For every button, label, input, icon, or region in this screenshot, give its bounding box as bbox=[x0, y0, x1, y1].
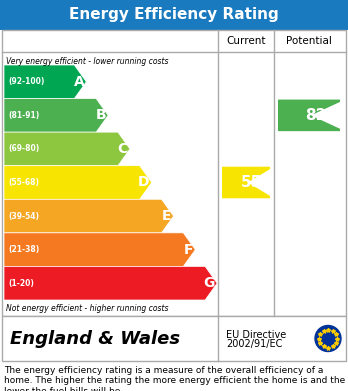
Polygon shape bbox=[4, 266, 217, 300]
Text: EU Directive: EU Directive bbox=[226, 330, 286, 339]
Text: Not energy efficient - higher running costs: Not energy efficient - higher running co… bbox=[6, 304, 168, 313]
Text: 2002/91/EC: 2002/91/EC bbox=[226, 339, 282, 350]
Text: (55-68): (55-68) bbox=[8, 178, 39, 187]
Text: (39-54): (39-54) bbox=[8, 212, 39, 221]
Bar bbox=[2, 316, 346, 361]
Polygon shape bbox=[4, 199, 174, 233]
Polygon shape bbox=[4, 65, 86, 99]
Text: 55: 55 bbox=[241, 175, 262, 190]
Bar bbox=[0, 0, 348, 30]
Text: Energy Efficiency Rating: Energy Efficiency Rating bbox=[69, 7, 279, 23]
Polygon shape bbox=[4, 233, 195, 266]
Polygon shape bbox=[4, 166, 152, 199]
Text: Potential: Potential bbox=[286, 36, 332, 46]
Bar bbox=[2, 30, 346, 316]
Circle shape bbox=[315, 325, 341, 352]
Polygon shape bbox=[4, 99, 108, 132]
Text: E: E bbox=[162, 209, 172, 223]
Text: Very energy efficient - lower running costs: Very energy efficient - lower running co… bbox=[6, 57, 168, 66]
Text: B: B bbox=[95, 108, 106, 122]
Text: A: A bbox=[73, 75, 84, 89]
Polygon shape bbox=[278, 100, 340, 131]
Text: (69-80): (69-80) bbox=[8, 144, 39, 153]
Text: (21-38): (21-38) bbox=[8, 245, 39, 254]
Text: F: F bbox=[184, 243, 193, 256]
Text: (81-91): (81-91) bbox=[8, 111, 39, 120]
Text: C: C bbox=[118, 142, 128, 156]
Polygon shape bbox=[4, 132, 130, 166]
Text: England & Wales: England & Wales bbox=[10, 330, 180, 348]
Polygon shape bbox=[222, 167, 270, 198]
Text: 82: 82 bbox=[305, 108, 327, 123]
Text: Current: Current bbox=[226, 36, 266, 46]
Text: The energy efficiency rating is a measure of the overall efficiency of a home. T: The energy efficiency rating is a measur… bbox=[4, 366, 345, 391]
Text: G: G bbox=[204, 276, 215, 290]
Text: (1-20): (1-20) bbox=[8, 279, 34, 288]
Text: (92-100): (92-100) bbox=[8, 77, 45, 86]
Text: D: D bbox=[138, 176, 150, 190]
